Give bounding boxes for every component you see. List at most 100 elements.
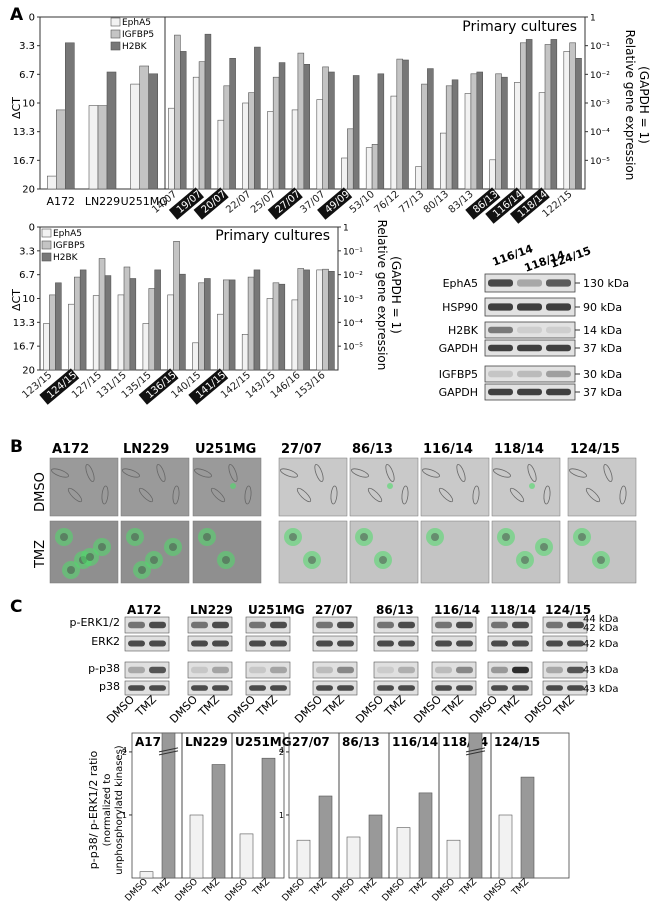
wb-c-lane-label: TMZ	[132, 693, 159, 720]
panel-letter-c: C	[10, 597, 22, 617]
bar-epha5	[415, 166, 422, 190]
wb-a-band	[517, 279, 542, 287]
bar-epha5	[341, 157, 348, 190]
bar-igfbp5	[173, 241, 180, 371]
chart-c-x-label: TMZ	[308, 877, 330, 899]
right-tick-label: 10⁻⁴	[590, 128, 610, 138]
bar-epha5	[390, 95, 398, 190]
wb-c-band	[337, 640, 354, 647]
bar-h2bk	[148, 73, 158, 190]
wb-c-band	[512, 640, 529, 647]
wb-a-size-label: 14 kDa	[583, 324, 622, 337]
wb-c-size-5: 43 kDa	[583, 684, 619, 695]
wb-c-blot-strip	[312, 680, 358, 696]
bar-igfbp5	[544, 44, 552, 190]
wb-c-band	[191, 621, 208, 629]
bar-h2bk	[303, 64, 310, 190]
chart-c-x-label: TMZ	[408, 877, 430, 899]
gfp-signal	[387, 483, 393, 489]
microscopy-tile-dmso	[120, 457, 190, 517]
cell-nucleus	[86, 553, 94, 561]
wb-a-band	[546, 370, 571, 378]
bar-dmso	[189, 814, 204, 879]
cell-outline	[51, 468, 69, 478]
legend-swatch-epha5	[110, 17, 121, 27]
bar-h2bk	[377, 73, 385, 190]
wb-c-blot-strip	[124, 616, 170, 634]
wb-c-band	[456, 685, 473, 691]
chart-a3-title: Primary cultures	[215, 228, 330, 244]
y-tick-label: 16.7	[13, 156, 35, 167]
wb-c-blot-strip	[245, 635, 291, 652]
bar-epha5	[130, 83, 140, 190]
wb-a-band	[488, 344, 513, 352]
x-tick-highlight	[138, 368, 179, 405]
cell-outline	[122, 468, 140, 478]
x-tick-highlight	[465, 187, 501, 220]
y-tick-label: 16.7	[13, 342, 35, 353]
cell-nucleus	[578, 533, 586, 541]
chart-c-ylabel-3: unphosphorylatd kinases)	[114, 745, 125, 874]
wb-c-group-header: A172	[127, 603, 161, 617]
wb-c-blot-strip	[124, 680, 170, 696]
y-tick-label: 0	[29, 13, 35, 24]
chart-a1-x-labels: A172 LN229 U251MG	[47, 195, 168, 208]
microscopy-tile-dmso	[491, 457, 561, 517]
gfp-signal	[230, 483, 236, 489]
microscopy-tile-dmso	[567, 457, 637, 517]
wb-a-band	[488, 388, 513, 396]
wb-c-band	[212, 640, 229, 647]
bar-igfbp5	[396, 58, 403, 190]
row-label-tmz: TMZ	[33, 540, 48, 569]
bar-h2bk	[451, 79, 459, 190]
wb-c-band	[149, 640, 166, 647]
wb-c-group-header: 27/07	[315, 603, 353, 617]
bar-epha5	[192, 76, 200, 190]
chart-c-y-tick-label: 4	[279, 746, 284, 755]
cell-outline	[527, 464, 537, 482]
wb-c-band	[546, 685, 563, 691]
cell-outline	[422, 468, 440, 478]
chart-c-y-tick-label: 2	[279, 748, 284, 757]
bar-h2bk	[352, 75, 360, 190]
wb-c-band	[456, 621, 473, 629]
chart-c-subpanel-title: LN229	[185, 735, 228, 749]
x-tick-highlight	[193, 187, 229, 220]
wb-a-protein-label: GAPDH	[439, 386, 478, 399]
bar-tmz	[418, 792, 433, 879]
wb-c-band	[512, 685, 529, 691]
cell-outline	[330, 485, 338, 505]
wb-a-band	[517, 326, 542, 334]
chart-c-x-label: DMSO	[174, 877, 201, 904]
bar-h2bk	[254, 46, 261, 190]
chart-a3-right-label-1: Relative gene expression	[375, 220, 389, 371]
chart-c-subpanel-title: U251MG	[235, 735, 292, 749]
chart-a3-y-ticks: 0 3.3 6.7 10 13.3 16.7 20	[13, 223, 40, 377]
bar-dmso	[296, 839, 311, 879]
x-tick-label: 76/12	[372, 189, 401, 216]
bar-tmz	[468, 732, 483, 879]
microscopy-tile-dmso	[192, 457, 262, 517]
cell-nucleus	[169, 543, 177, 551]
wb-c-band	[191, 685, 208, 691]
bar-igfbp5	[247, 276, 255, 371]
bar-tmz	[161, 732, 176, 879]
chart-c-y-tick-label: 4	[122, 746, 127, 755]
wb-c-band	[191, 640, 208, 647]
y-tick-label: 3.3	[19, 246, 35, 257]
bar-igfbp5	[74, 276, 81, 371]
cell-outline	[138, 487, 154, 503]
microscopy-tile-dmso	[420, 457, 490, 517]
microscopy-column-header: A172	[52, 442, 89, 457]
wb-c-blot-strip	[487, 680, 533, 696]
wb-c-band	[398, 666, 415, 674]
wb-c-lane-label: TMZ	[439, 693, 466, 720]
wb-a-band	[546, 279, 571, 287]
wb-c-band	[377, 685, 394, 691]
bar-dmso	[498, 814, 513, 879]
bar-epha5	[217, 119, 225, 190]
chart-c-x-label: TMZ	[251, 877, 273, 899]
bar-igfbp5	[445, 85, 453, 190]
wb-a-lane-3: 124/15	[549, 244, 593, 271]
bar-h2bk	[180, 51, 187, 190]
